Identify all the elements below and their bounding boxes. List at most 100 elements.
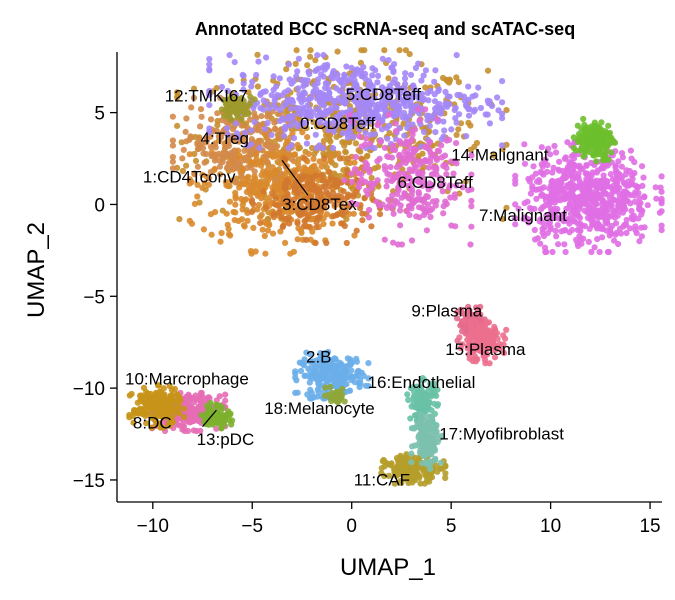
x-tick-label: 10 [540,516,561,537]
data-point [151,394,158,401]
data-point [484,97,491,104]
data-point [281,125,288,132]
data-point [536,178,543,186]
data-point [298,121,305,128]
data-point [257,220,264,227]
data-point [658,198,665,205]
data-point [297,367,305,375]
data-point [320,150,327,157]
data-point [298,77,305,84]
data-point [294,220,301,227]
data-point [337,380,345,387]
data-point [285,87,292,94]
data-point [420,72,427,79]
data-point [286,215,293,222]
data-point [614,212,621,219]
data-point [385,57,392,64]
data-point [262,250,269,257]
data-point [427,154,434,161]
data-point [606,129,614,137]
data-point [315,65,322,72]
data-point [570,134,577,141]
data-point [345,128,352,135]
data-point [206,67,213,74]
data-point [423,460,430,468]
data-point [414,178,421,185]
data-point [248,83,255,90]
data-point [387,164,394,171]
data-point [243,175,250,182]
data-point [339,220,346,227]
data-point [588,248,595,256]
data-point [628,155,635,162]
data-point [635,215,642,222]
data-point [314,112,321,120]
data-point [309,165,316,172]
data-point [443,171,450,178]
data-point [223,105,230,112]
data-point [365,383,372,390]
data-point [144,391,151,398]
data-point [379,84,386,91]
data-point [577,220,584,227]
data-point [393,111,400,118]
data-point [346,111,353,118]
data-point [335,120,342,128]
data-point [383,125,390,132]
data-point [234,105,241,112]
cluster-label: 5:CD8Teff [346,85,422,104]
data-point [446,79,453,86]
data-point [397,222,404,229]
data-point [484,67,492,74]
data-point [395,92,402,99]
data-point [294,389,301,396]
data-point [239,201,246,209]
data-point [575,175,582,182]
data-point [261,232,268,240]
data-point [277,160,284,167]
data-point [304,173,311,180]
data-point [388,204,395,211]
data-point [287,250,294,257]
data-point [222,391,229,398]
data-point [367,180,374,187]
data-point [315,388,322,395]
data-point [324,80,331,87]
data-point [394,199,401,206]
data-point [242,129,249,136]
data-point [567,210,575,217]
data-point [657,184,664,191]
data-point [309,375,316,382]
data-point [223,210,230,217]
data-point [207,116,215,123]
data-point [355,170,362,177]
data-point [188,104,195,111]
data-point [265,137,272,144]
data-point [420,128,428,135]
data-point [190,94,198,101]
data-point [383,183,390,190]
data-point [219,155,227,162]
data-point [234,160,241,167]
data-point [248,136,255,143]
data-point [206,125,213,132]
data-point [489,102,496,110]
data-point [547,151,554,158]
data-point [271,119,278,126]
data-point [566,201,574,208]
data-point [268,131,275,139]
data-point [332,104,339,111]
data-point [318,368,325,375]
data-point [463,133,470,140]
data-point [197,106,205,113]
data-point [613,220,620,227]
data-point [307,94,315,102]
data-point [194,146,201,153]
data-point [280,207,288,215]
data-point [300,223,307,230]
data-point [440,180,447,187]
data-point [382,166,389,173]
data-point [259,226,266,233]
data-point [401,75,409,82]
cluster-label: 9:Plasma [411,302,482,321]
